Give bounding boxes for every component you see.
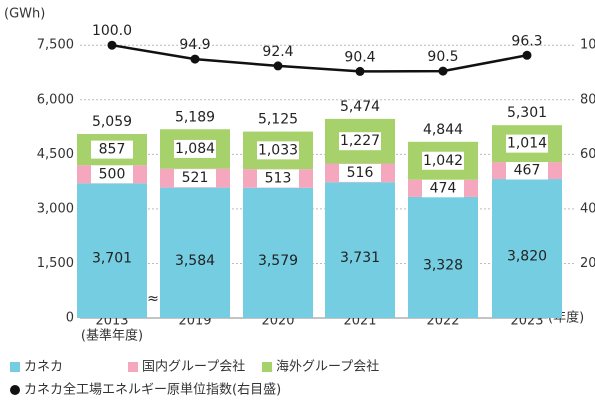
index-point <box>107 40 117 50</box>
index-label: 90.5 <box>427 49 458 65</box>
index-label: 90.4 <box>344 49 375 65</box>
index-point <box>438 66 448 76</box>
bar-segment <box>492 179 562 318</box>
value-label: 500 <box>99 166 126 182</box>
total-label: 5,125 <box>258 112 298 128</box>
total-label: 5,189 <box>175 109 215 125</box>
label-bg <box>257 141 299 160</box>
value-label: 521 <box>182 170 209 186</box>
value-label: 1,033 <box>258 142 298 158</box>
legend-label: カネカ全工場エネルギー原単位指数(右目盛) <box>24 382 281 398</box>
total-label: 5,301 <box>507 105 547 121</box>
y-tick-label: 4,500 <box>37 147 74 162</box>
axis-break: ≈ <box>147 291 159 307</box>
value-label: 1,227 <box>340 133 380 149</box>
y-tick-label: 6,000 <box>37 92 74 107</box>
legend-swatch <box>262 362 272 372</box>
base-year-note: (基準年度) <box>81 328 143 344</box>
total-label: 4,844 <box>423 122 463 138</box>
y-unit: (GWh) <box>4 7 45 22</box>
bar-segment <box>243 187 313 318</box>
y2-tick-label: 20 <box>580 256 595 271</box>
y-tick-label: 7,500 <box>37 38 74 53</box>
value-label: 474 <box>430 180 457 196</box>
label-bg <box>91 140 133 159</box>
label-bg <box>506 161 548 180</box>
legend-label: 海外グループ会社 <box>276 359 379 375</box>
y-tick-label: 1,500 <box>37 256 74 271</box>
value-label: 3,584 <box>175 253 215 269</box>
bar-segment <box>325 182 395 318</box>
index-line <box>111 43 528 73</box>
value-label: 513 <box>265 170 292 186</box>
legend-swatch <box>10 385 20 395</box>
index-label: 92.4 <box>262 44 293 60</box>
label-bg <box>339 163 381 182</box>
index-label: 100.0 <box>92 23 132 39</box>
value-label: 1,042 <box>423 153 463 169</box>
y-tick-label: 0 <box>66 311 74 326</box>
total-label: 5,474 <box>340 99 380 115</box>
bar-segment <box>408 196 478 318</box>
legend-label: カネカ <box>24 360 63 375</box>
label-bg <box>339 132 381 151</box>
y2-tick-label: 80 <box>580 92 595 107</box>
label-bg <box>422 151 464 170</box>
label-bg <box>174 139 216 158</box>
legend-swatch <box>10 362 20 372</box>
index-point <box>355 66 365 76</box>
value-label: 1,084 <box>175 141 215 157</box>
label-bg <box>174 169 216 188</box>
value-label: 3,820 <box>507 249 547 265</box>
y2-tick-label: 100 <box>580 38 595 53</box>
label-bg <box>506 134 548 153</box>
label-bg <box>422 179 464 198</box>
bar-segment <box>77 183 147 318</box>
value-label: 3,328 <box>423 257 463 273</box>
index-point <box>273 61 283 71</box>
index-label: 96.3 <box>511 33 542 49</box>
index-point <box>522 50 532 60</box>
value-label: 3,731 <box>340 250 380 266</box>
value-label: 516 <box>347 165 374 181</box>
y2-tick-label: 40 <box>580 201 595 216</box>
legend-swatch <box>128 362 138 372</box>
y-tick-label: 3,000 <box>37 201 74 216</box>
index-label: 94.9 <box>179 37 210 53</box>
index-point <box>190 54 200 64</box>
legend-label: 国内グループ会社 <box>142 359 245 375</box>
value-label: 857 <box>99 142 126 158</box>
label-bg <box>91 165 133 184</box>
y2-tick-label: 60 <box>580 147 595 162</box>
value-label: 1,014 <box>507 136 547 152</box>
bar-segment <box>160 187 230 318</box>
total-label: 5,059 <box>92 114 132 130</box>
value-label: 467 <box>514 163 541 179</box>
value-label: 3,701 <box>92 251 132 267</box>
label-bg <box>257 169 299 188</box>
value-label: 3,579 <box>258 253 298 269</box>
